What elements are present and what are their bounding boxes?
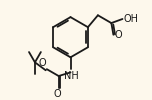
- Text: O: O: [114, 30, 122, 40]
- Text: NH: NH: [64, 70, 79, 81]
- Text: OH: OH: [123, 14, 138, 24]
- Text: O: O: [38, 58, 46, 68]
- Text: O: O: [54, 89, 62, 99]
